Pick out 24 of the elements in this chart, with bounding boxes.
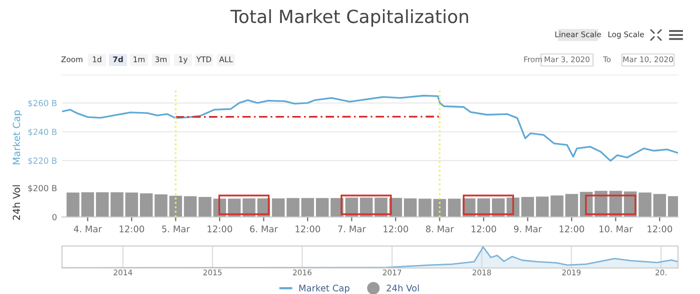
x-tick-label: 12:00 xyxy=(120,225,144,232)
x-tick-label: 12:00 xyxy=(296,225,320,232)
y-tick-label: $240 B xyxy=(28,128,57,136)
y-tick-label: $260 B xyxy=(28,100,57,108)
x-tick-label: 12:00 xyxy=(648,225,672,232)
y-tick-label: $220 B xyxy=(28,157,57,165)
x-tick-label: 8. Mar xyxy=(426,225,454,232)
y-tick-label: $200 B xyxy=(28,184,57,192)
y-tick-label: 0 xyxy=(52,214,57,220)
x-tick-label: 4. Mar xyxy=(74,226,102,232)
x-tick-label: 7. Mar xyxy=(338,226,366,232)
x-tick-label: 6. Mar xyxy=(250,225,278,232)
x-tick-label: 12:00 xyxy=(472,225,496,232)
x-tick-label: 10. Mar xyxy=(600,225,633,232)
x-tick-label: 12:00 xyxy=(208,225,232,232)
x-tick-label: 5. Mar xyxy=(162,226,190,232)
x-tick-label: 12:00 xyxy=(560,225,584,232)
y-axis-title: Market Cap xyxy=(12,110,22,164)
text: 24h Vol xyxy=(386,284,419,292)
x-tick-label: 12:00 xyxy=(384,225,408,232)
chart-title: Total Market Capitalization xyxy=(230,9,468,27)
y-axis-title: 24h Vol xyxy=(12,185,20,220)
legend-label: Market Cap xyxy=(299,284,350,294)
x-tick-label: 9. Mar xyxy=(514,225,542,232)
